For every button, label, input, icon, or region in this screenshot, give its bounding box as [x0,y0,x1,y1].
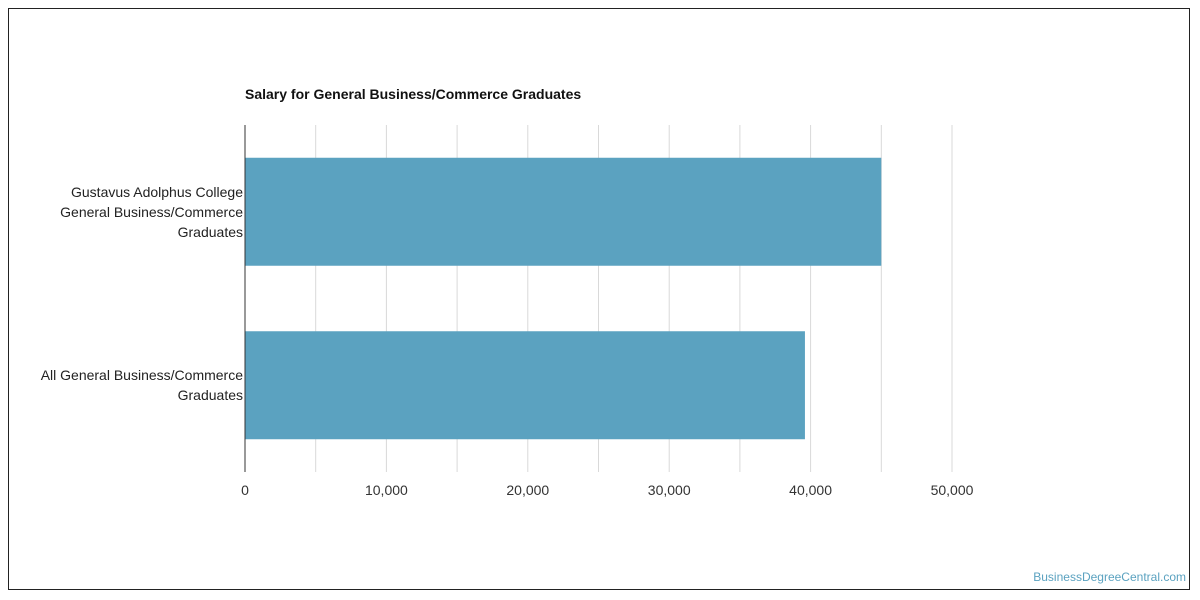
x-tick-label: 30,000 [648,482,691,498]
bar [245,157,882,266]
bar [245,331,805,440]
x-tick-label: 50,000 [931,482,974,498]
category-label: All General Business/Commerce Graduates [40,367,243,404]
chart-title: Salary for General Business/Commerce Gra… [245,86,582,102]
x-tick-label: 20,000 [506,482,549,498]
x-axis-ticks: 0 10,000 20,000 30,000 40,000 50,000 [241,482,974,498]
category-label: Gustavus Adolphus College General Busine… [60,183,243,240]
x-tick-label: 10,000 [365,482,408,498]
bars [245,157,882,440]
x-tick-label: 40,000 [789,482,832,498]
watermark: BusinessDegreeCentral.com [1033,570,1186,584]
x-tick-label: 0 [241,482,249,498]
